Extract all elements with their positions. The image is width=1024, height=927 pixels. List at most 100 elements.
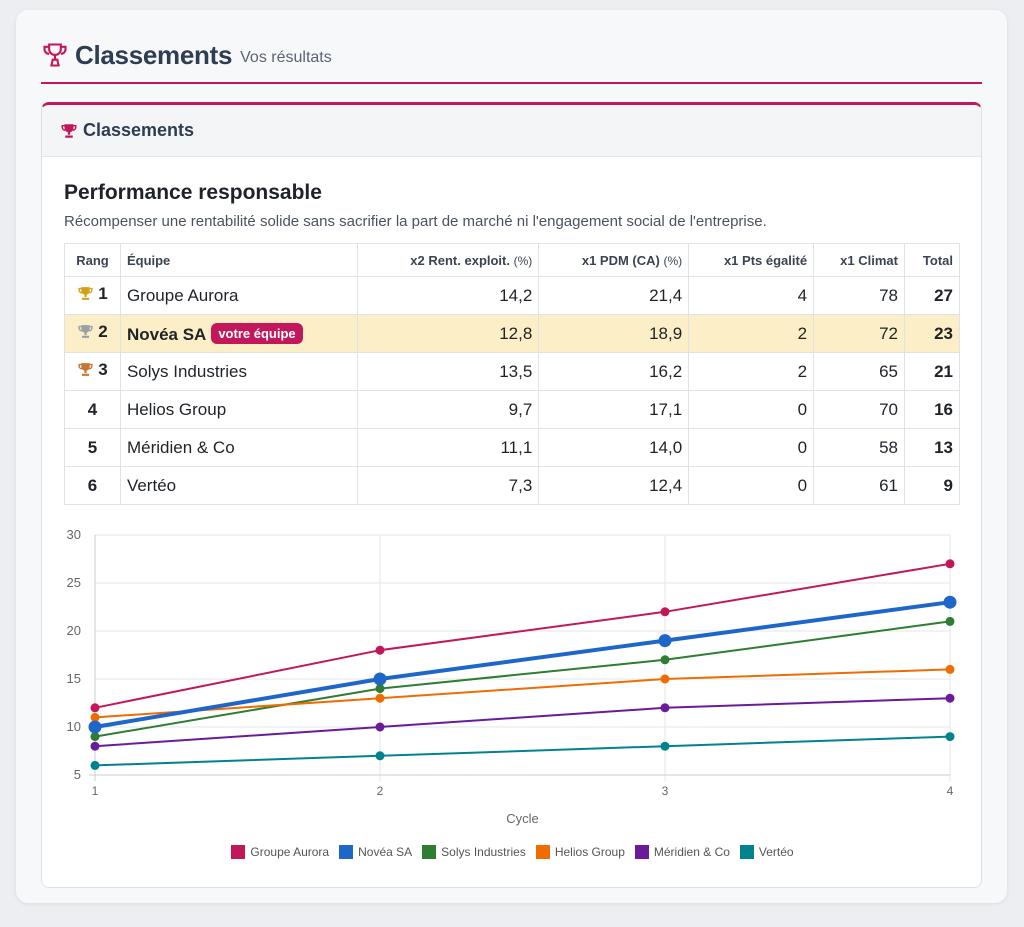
- col-header-pdm: x1 PDM (CA) (%): [538, 243, 690, 277]
- rent-cell: 14,2: [357, 276, 540, 315]
- y-tick-label: 15: [67, 671, 81, 686]
- legend-label: Novéa SA: [358, 845, 413, 859]
- series-line: [94, 735, 951, 767]
- data-point: [375, 645, 385, 655]
- data-point: [88, 720, 102, 734]
- rent-cell: 9,7: [357, 390, 540, 429]
- data-point: [90, 703, 100, 713]
- legend-swatch: [739, 845, 754, 859]
- col-header-team: Équipe: [119, 243, 359, 277]
- col-header-climat: x1 Climat: [813, 243, 905, 277]
- egalite-cell: 4: [688, 276, 815, 315]
- rank-cell: 6: [64, 466, 121, 505]
- data-point: [375, 722, 385, 732]
- data-point: [90, 760, 100, 770]
- rank-cell: 3: [64, 352, 121, 391]
- legend-label: Helios Group: [554, 845, 625, 859]
- data-point: [373, 672, 387, 686]
- series-line: [94, 620, 951, 738]
- legend-item[interactable]: Novéa SA: [339, 845, 412, 859]
- legend-swatch: [422, 845, 437, 859]
- page-header: Classements Vos résultats: [41, 36, 982, 74]
- team-cell: Novéa SA votre équipe: [119, 314, 359, 353]
- y-tick-label: 30: [67, 527, 81, 542]
- series-line: [94, 562, 951, 709]
- data-point: [90, 732, 100, 742]
- rank-cell: 2: [64, 314, 121, 353]
- data-point: [90, 712, 100, 722]
- total-cell: 16: [903, 390, 961, 429]
- total-cell: 9: [903, 466, 961, 505]
- y-tick-label: 25: [67, 575, 81, 590]
- ranking-card: Classements Performance responsable Réco…: [41, 102, 982, 888]
- data-point: [660, 607, 670, 617]
- climat-cell: 78: [813, 276, 905, 315]
- data-point: [945, 559, 955, 569]
- header-divider: [41, 82, 982, 84]
- table-row: 5 Méridien & Co 11,1 14,0 0 58 13: [64, 428, 961, 467]
- climat-cell: 72: [813, 314, 905, 353]
- card-title: Classements: [83, 120, 195, 140]
- legend-item[interactable]: Méridien & Co: [634, 845, 730, 859]
- table-row: 6 Vertéo 7,3 12,4 0 61 9: [64, 466, 961, 505]
- data-point: [945, 732, 955, 742]
- data-point: [660, 655, 670, 665]
- trophy-icon: [43, 43, 67, 67]
- page-subtitle: Vos résultats: [240, 49, 332, 66]
- data-point: [375, 751, 385, 761]
- data-point: [945, 664, 955, 674]
- table-row: 1 Groupe Aurora 14,2 21,4 4 78 27: [64, 276, 961, 315]
- series-line: [94, 668, 951, 719]
- team-cell: Helios Group: [119, 390, 359, 429]
- pdm-cell: 18,9: [538, 314, 690, 353]
- climat-cell: 65: [813, 352, 905, 391]
- team-cell: Groupe Aurora: [119, 276, 359, 315]
- data-point: [945, 616, 955, 626]
- y-tick-label: 5: [74, 767, 81, 782]
- x-tick-label: 1: [92, 784, 99, 798]
- x-axis-title: Cycle: [506, 811, 539, 826]
- data-point: [660, 703, 670, 713]
- rent-cell: 11,1: [357, 428, 540, 467]
- data-point: [660, 741, 670, 751]
- legend-label: Solys Industries: [441, 845, 526, 859]
- section-title: Performance responsable: [64, 181, 322, 204]
- rent-cell: 13,5: [357, 352, 540, 391]
- table-header-row: Rang Équipe x2 Rent. exploit. (%) x1 PDM…: [64, 243, 961, 277]
- pdm-cell: 14,0: [538, 428, 690, 467]
- your-team-badge: votre équipe: [211, 322, 303, 344]
- legend-item[interactable]: Vertéo: [739, 845, 794, 859]
- legend-item[interactable]: Helios Group: [535, 845, 625, 859]
- card-header: Classements: [42, 105, 981, 157]
- pdm-cell: 16,2: [538, 352, 690, 391]
- egalite-cell: 0: [688, 390, 815, 429]
- team-cell: Méridien & Co: [119, 428, 359, 467]
- col-header-egalite: x1 Pts égalité: [688, 243, 815, 277]
- trophy-icon: [61, 123, 77, 138]
- legend-item[interactable]: Solys Industries: [422, 845, 526, 859]
- data-point: [945, 693, 955, 703]
- col-header-rank: Rang: [64, 243, 121, 277]
- rank-cell: 4: [64, 390, 121, 429]
- legend-item[interactable]: Groupe Aurora: [231, 845, 329, 859]
- y-tick-label: 20: [67, 623, 81, 638]
- rank-cell: 1: [64, 276, 121, 315]
- legend-label: Vertéo: [758, 845, 794, 859]
- series-line: [94, 697, 951, 748]
- legend-swatch: [634, 845, 649, 859]
- total-cell: 21: [903, 352, 961, 391]
- page-container: Classements Vos résultats Classements Pe…: [16, 10, 1007, 903]
- table-row: 3 Solys Industries 13,5 16,2 2 65 21: [64, 352, 961, 391]
- data-point: [375, 684, 385, 694]
- legend-swatch: [231, 845, 246, 859]
- line-chart-svg: 5 10 15 20 25 30 1 2 3 4 Cycle: [67, 527, 957, 826]
- data-point: [375, 693, 385, 703]
- col-header-total: Total: [903, 243, 961, 277]
- egalite-cell: 0: [688, 466, 815, 505]
- section-description: Récompenser une rentabilité solide sans …: [64, 213, 767, 230]
- data-point: [943, 595, 957, 609]
- chart-legend: Groupe Aurora Novéa SA Solys Industries Hel…: [42, 845, 981, 859]
- total-cell: 13: [903, 428, 961, 467]
- team-cell: Vertéo: [119, 466, 359, 505]
- rank-cell: 5: [64, 428, 121, 467]
